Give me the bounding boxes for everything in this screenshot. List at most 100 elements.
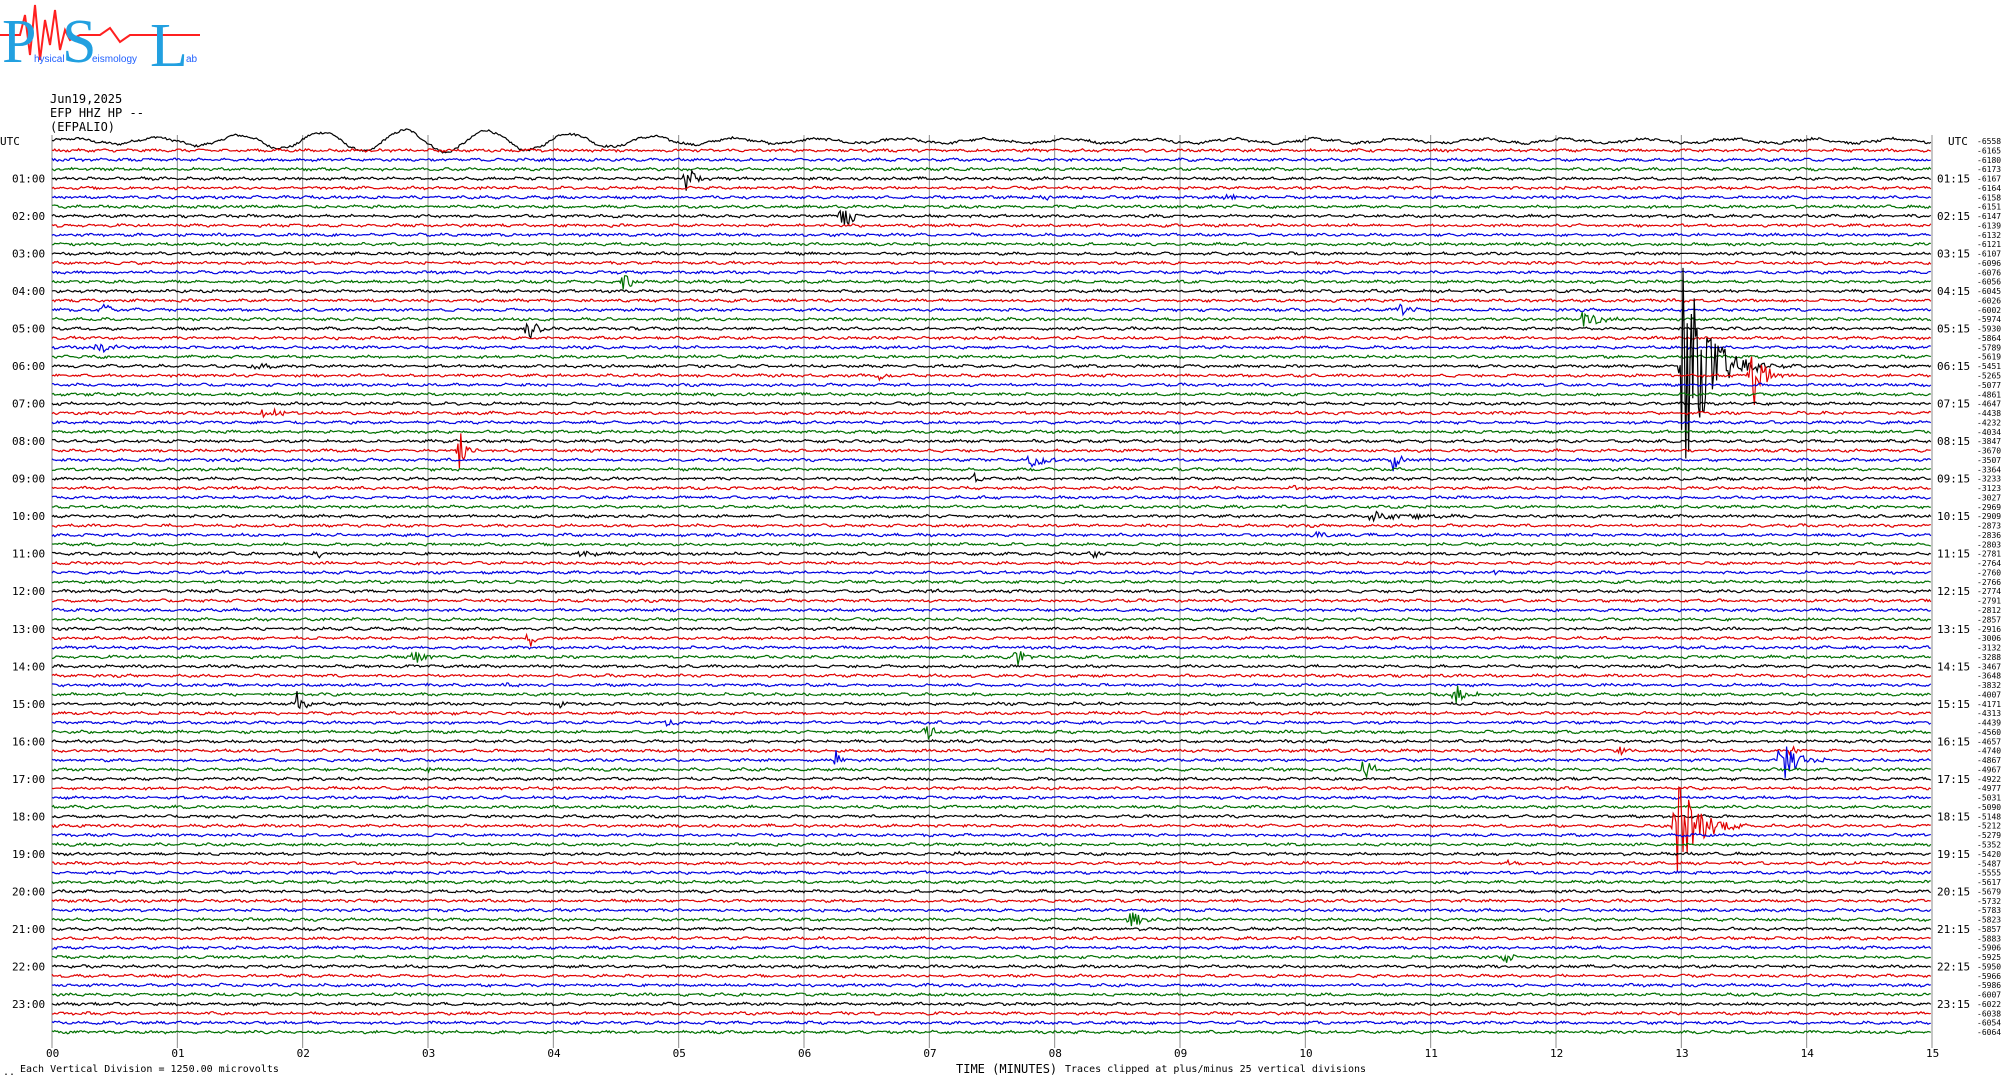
row-offset-label: -5555 xyxy=(1977,869,2001,878)
trace-row-76 xyxy=(51,850,1931,857)
trace-row-49 xyxy=(52,598,1932,604)
row-offset-label: -5090 xyxy=(1977,803,2001,812)
trace-row-30 xyxy=(51,419,1932,426)
trace-row-82 xyxy=(51,907,1932,913)
trace-row-47 xyxy=(51,579,1931,585)
row-offset-label: -3364 xyxy=(1977,465,2001,474)
trace-row-25 xyxy=(51,356,1931,406)
row-offset-label: -5265 xyxy=(1977,372,2001,381)
trace-row-79 xyxy=(51,879,1931,885)
trace-row-80 xyxy=(51,888,1932,894)
row-offset-label: -6147 xyxy=(1977,212,2001,221)
left-hour-label: 11:00 xyxy=(12,548,45,561)
row-offset-label: -4007 xyxy=(1977,690,2001,699)
x-tick-label: 08 xyxy=(1049,1047,1062,1060)
row-offset-label: -5487 xyxy=(1977,859,2001,868)
row-offset-label: -6038 xyxy=(1977,1009,2001,1018)
row-offset-label: -5930 xyxy=(1977,325,2001,334)
row-offset-label: -5212 xyxy=(1977,822,2001,831)
right-hour-label: 09:15 xyxy=(1937,473,1970,486)
row-offset-label: -6139 xyxy=(1977,221,2001,230)
trace-row-71 xyxy=(51,804,1932,810)
trace-row-94 xyxy=(51,1020,1931,1026)
trace-row-85 xyxy=(51,935,1931,941)
trace-row-91 xyxy=(51,992,1931,998)
trace-row-15 xyxy=(51,275,1932,290)
row-offset-label: -5619 xyxy=(1977,353,2001,362)
x-tick-label: 11 xyxy=(1425,1047,1438,1060)
trace-row-65 xyxy=(51,745,1932,757)
x-tick-label: 14 xyxy=(1801,1047,1815,1060)
row-offset-label: -6173 xyxy=(1977,165,2001,174)
trace-row-52 xyxy=(51,626,1932,632)
row-offset-label: -6007 xyxy=(1977,991,2001,1000)
trace-row-56 xyxy=(51,663,1931,670)
left-hour-label: 23:00 xyxy=(12,998,45,1011)
trace-row-68 xyxy=(51,776,1932,782)
row-offset-label: -6167 xyxy=(1977,175,2001,184)
row-offset-label: -6076 xyxy=(1977,268,2001,277)
row-offset-label: -2857 xyxy=(1977,615,2001,624)
row-offset-label: -5732 xyxy=(1977,897,2001,906)
row-offset-label: -6558 xyxy=(1977,137,2001,146)
row-offset-label: -3123 xyxy=(1977,484,2001,493)
row-offset-label: -5679 xyxy=(1977,887,2001,896)
trace-row-89 xyxy=(51,973,1932,979)
trace-row-87 xyxy=(51,953,1931,963)
row-offset-label: -2803 xyxy=(1977,540,2001,549)
row-offset-label: -4313 xyxy=(1977,709,2001,718)
x-tick-label: 07 xyxy=(923,1047,936,1060)
trace-row-10 xyxy=(51,232,1931,238)
trace-row-45 xyxy=(52,560,1932,566)
trace-row-22 xyxy=(51,343,1931,354)
trace-row-69 xyxy=(51,785,1932,791)
row-offset-label: -4657 xyxy=(1977,737,2001,746)
row-offset-label: -5789 xyxy=(1977,343,2001,352)
row-offset-label: -6158 xyxy=(1977,193,2001,202)
trace-row-59 xyxy=(51,685,1932,704)
row-offset-label: -5451 xyxy=(1977,362,2001,371)
trace-row-72 xyxy=(51,813,1932,819)
trace-row-21 xyxy=(51,335,1932,341)
x-tick-label: 13 xyxy=(1675,1047,1688,1060)
trace-row-63 xyxy=(51,726,1932,741)
row-offset-label: -3847 xyxy=(1977,437,2001,446)
right-hour-label: 05:15 xyxy=(1937,323,1970,336)
row-offset-label: -3648 xyxy=(1977,672,2001,681)
trace-row-19 xyxy=(51,311,1932,327)
trace-row-37 xyxy=(51,484,1931,491)
right-hour-label: 17:15 xyxy=(1937,773,1970,786)
trace-row-34 xyxy=(51,454,1932,472)
x-tick-label: 04 xyxy=(547,1047,561,1060)
trace-row-54 xyxy=(51,644,1931,651)
row-offset-label: -2909 xyxy=(1977,512,2001,521)
left-hour-label: 08:00 xyxy=(12,435,45,448)
row-offset-label: -6180 xyxy=(1977,156,2001,165)
left-hour-label: 03:00 xyxy=(12,248,45,261)
left-hour-label: 07:00 xyxy=(12,398,45,411)
right-hour-label: 07:15 xyxy=(1937,398,1970,411)
seismic-traces xyxy=(51,128,1932,1035)
trace-row-78 xyxy=(51,870,1932,876)
row-offset-label: -2812 xyxy=(1977,606,2001,615)
trace-row-36 xyxy=(51,471,1931,483)
trace-row-43 xyxy=(51,541,1931,548)
x-tick-label: 01 xyxy=(171,1047,184,1060)
row-offset-label: -6132 xyxy=(1977,231,2001,240)
trace-row-95 xyxy=(51,1029,1932,1035)
row-offset-label: -5617 xyxy=(1977,878,2001,887)
trace-row-6 xyxy=(51,193,1932,201)
row-offset-label: -5950 xyxy=(1977,962,2001,971)
trace-row-48 xyxy=(51,588,1932,594)
trace-row-51 xyxy=(51,616,1931,623)
row-offset-label: -3507 xyxy=(1977,456,2001,465)
trace-row-28 xyxy=(51,401,1932,407)
trace-row-75 xyxy=(51,841,1932,848)
trace-row-5 xyxy=(51,185,1932,191)
trace-row-23 xyxy=(52,354,1931,360)
row-offset-label: -4439 xyxy=(1977,719,2001,728)
row-offset-label: -5420 xyxy=(1977,850,2001,859)
row-offset-label: -6026 xyxy=(1977,296,2001,305)
row-offset-label: -6165 xyxy=(1977,146,2001,155)
